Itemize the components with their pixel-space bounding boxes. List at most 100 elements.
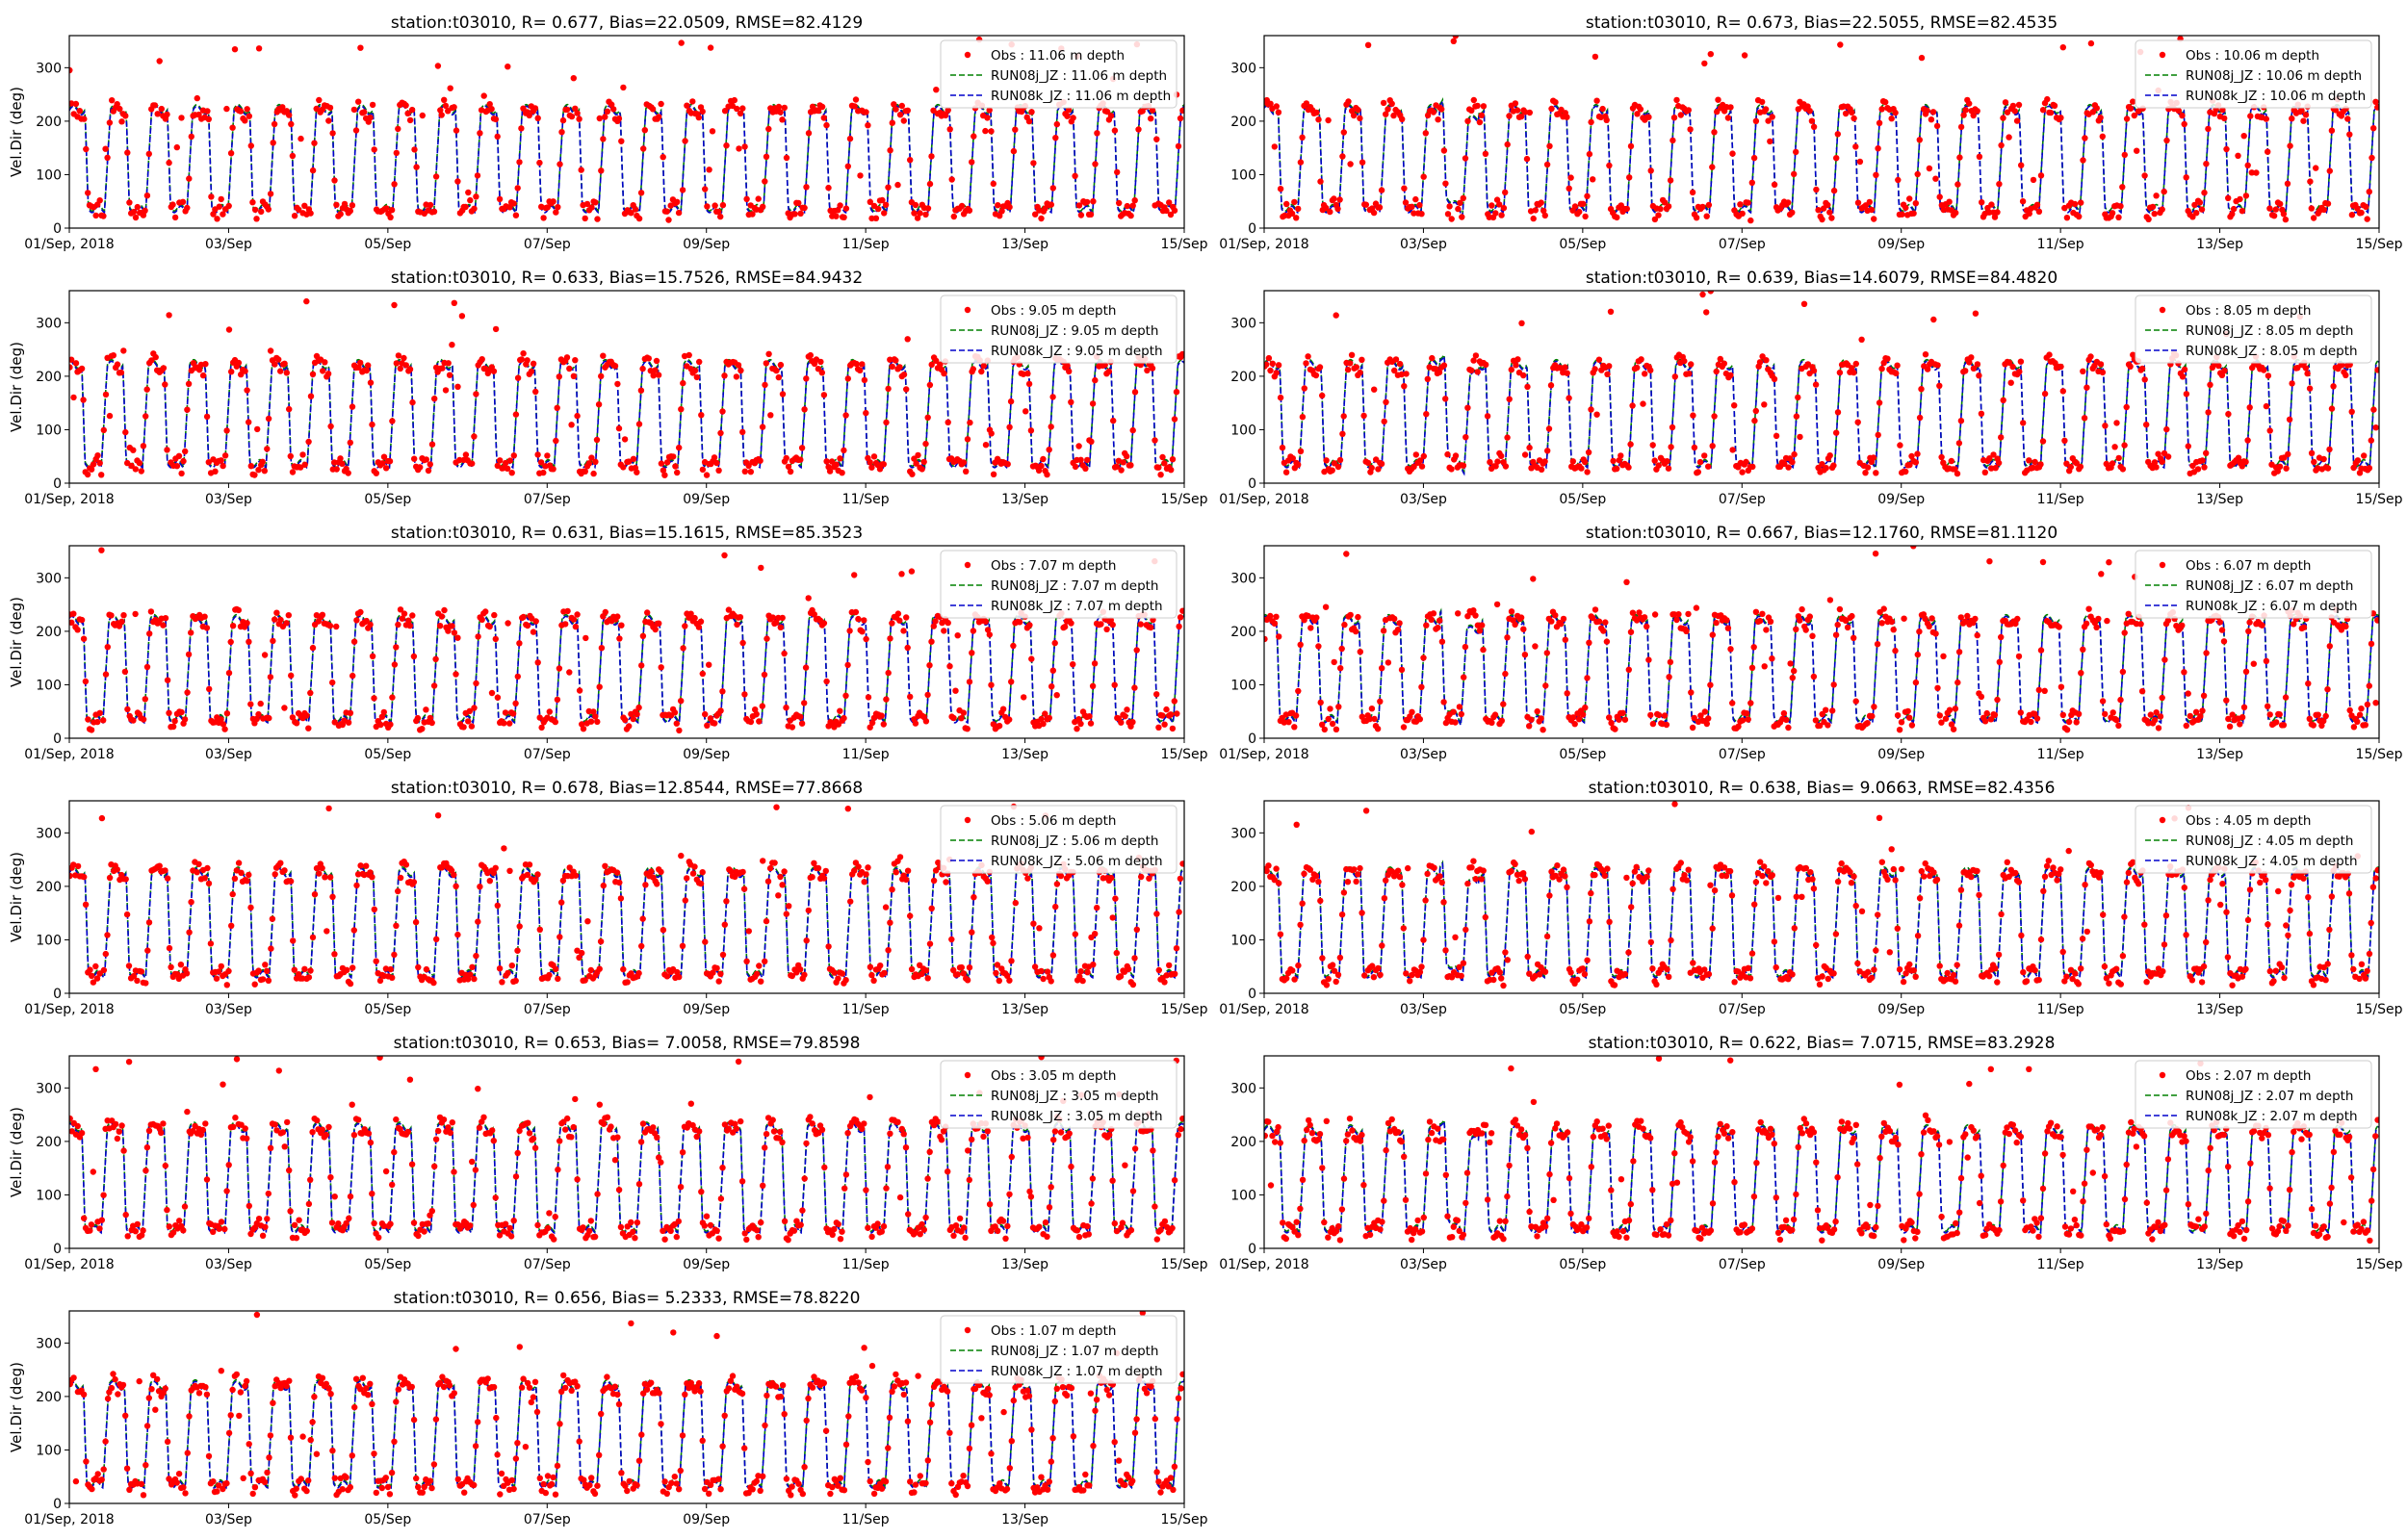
axes-frame	[68, 35, 1185, 229]
obs-point	[887, 635, 893, 642]
obs-point	[2244, 162, 2251, 168]
obs-point	[505, 620, 511, 627]
obs-point	[1364, 459, 1372, 467]
obs-point	[1629, 609, 1637, 616]
subplot-5: station:t03010, R= 0.631, Bias=15.1615, …	[8, 524, 1208, 762]
obs-point	[542, 463, 549, 470]
obs-point	[181, 716, 189, 723]
obs-point	[1468, 107, 1475, 115]
obs-point	[2219, 881, 2226, 887]
obs-point	[699, 869, 706, 876]
obs-point	[279, 104, 286, 111]
obs-point	[1966, 100, 1973, 107]
obs-point	[2083, 620, 2090, 627]
obs-point	[283, 620, 290, 627]
obs-point	[1705, 715, 1712, 722]
obs-point	[1976, 891, 1982, 899]
obs-point	[572, 623, 580, 630]
obs-point	[1940, 653, 1947, 659]
obs-point	[369, 653, 376, 659]
obs-point	[2065, 847, 2072, 855]
obs-point	[213, 975, 220, 982]
obs-point	[1586, 150, 1593, 158]
obs-point	[1277, 394, 1284, 401]
obs-point	[556, 665, 563, 672]
obs-point	[473, 193, 479, 200]
obs-point	[441, 96, 448, 104]
obs-point	[620, 84, 627, 91]
obs-point	[622, 716, 629, 724]
obs-point	[1922, 351, 1929, 358]
obs-point	[371, 906, 377, 912]
obs-point	[1606, 363, 1613, 370]
obs-point	[1954, 181, 1961, 188]
obs-point	[1044, 471, 1050, 478]
obs-point	[1964, 612, 1971, 620]
obs-point	[2059, 44, 2066, 51]
obs-point	[1428, 616, 1435, 623]
obs-point	[1745, 964, 1752, 971]
obs-point	[423, 706, 429, 713]
obs-point	[1991, 711, 1999, 718]
obs-point	[2246, 886, 2254, 893]
obs-point	[1955, 922, 1963, 929]
obs-point	[1455, 610, 1462, 617]
obs-point	[1371, 386, 1378, 393]
obs-point	[1771, 181, 1778, 188]
y-tick-label: 200	[1230, 115, 1256, 130]
obs-point	[2059, 948, 2066, 956]
obs-point	[982, 442, 990, 449]
obs-point	[998, 208, 1005, 215]
obs-point	[2273, 719, 2280, 726]
obs-point	[1470, 607, 1477, 614]
obs-point	[1813, 186, 1820, 193]
obs-point	[1383, 877, 1389, 884]
obs-point	[1974, 867, 1980, 875]
obs-point	[454, 931, 461, 938]
obs-point	[1930, 316, 1937, 323]
obs-point	[1986, 455, 1993, 462]
obs-point	[1131, 955, 1138, 962]
obs-point	[2328, 893, 2336, 900]
obs-point	[1271, 620, 1279, 627]
obs-point	[1010, 147, 1018, 155]
y-tick-label: 100	[36, 933, 62, 948]
obs-point	[1864, 464, 1872, 471]
obs-point	[490, 869, 497, 876]
subplot-title: station:t03010, R= 0.677, Bias=22.0509, …	[391, 13, 863, 33]
obs-point	[1566, 185, 1572, 192]
obs-point	[1675, 611, 1682, 618]
obs-point	[536, 714, 543, 721]
obs-point	[1273, 370, 1280, 376]
obs-point	[682, 138, 688, 144]
obs-point	[225, 670, 233, 677]
obs-point	[453, 883, 459, 889]
obs-point	[1010, 642, 1017, 650]
obs-point	[1978, 410, 1985, 417]
obs-point	[1024, 370, 1031, 377]
obs-point	[1828, 215, 1835, 221]
series-line-run08j	[69, 613, 1184, 723]
obs-point	[1504, 634, 1511, 641]
obs-point	[247, 142, 254, 149]
obs-point	[262, 1223, 269, 1231]
obs-point	[395, 621, 401, 629]
obs-point	[1502, 189, 1509, 196]
obs-point	[1400, 724, 1408, 731]
obs-point	[1455, 205, 1462, 213]
obs-point	[136, 459, 143, 467]
obs-point	[1854, 199, 1862, 206]
obs-point	[1651, 216, 1659, 223]
obs-point	[865, 694, 872, 701]
obs-point	[2304, 370, 2311, 377]
obs-point	[1655, 711, 1663, 719]
obs-point	[1538, 199, 1544, 206]
obs-point	[125, 1059, 133, 1065]
obs-point	[865, 864, 871, 871]
obs-point	[289, 152, 297, 160]
obs-point	[615, 116, 623, 122]
obs-point	[1329, 467, 1335, 474]
obs-point	[1070, 661, 1076, 668]
obs-point	[568, 113, 576, 120]
obs-point	[876, 466, 884, 473]
